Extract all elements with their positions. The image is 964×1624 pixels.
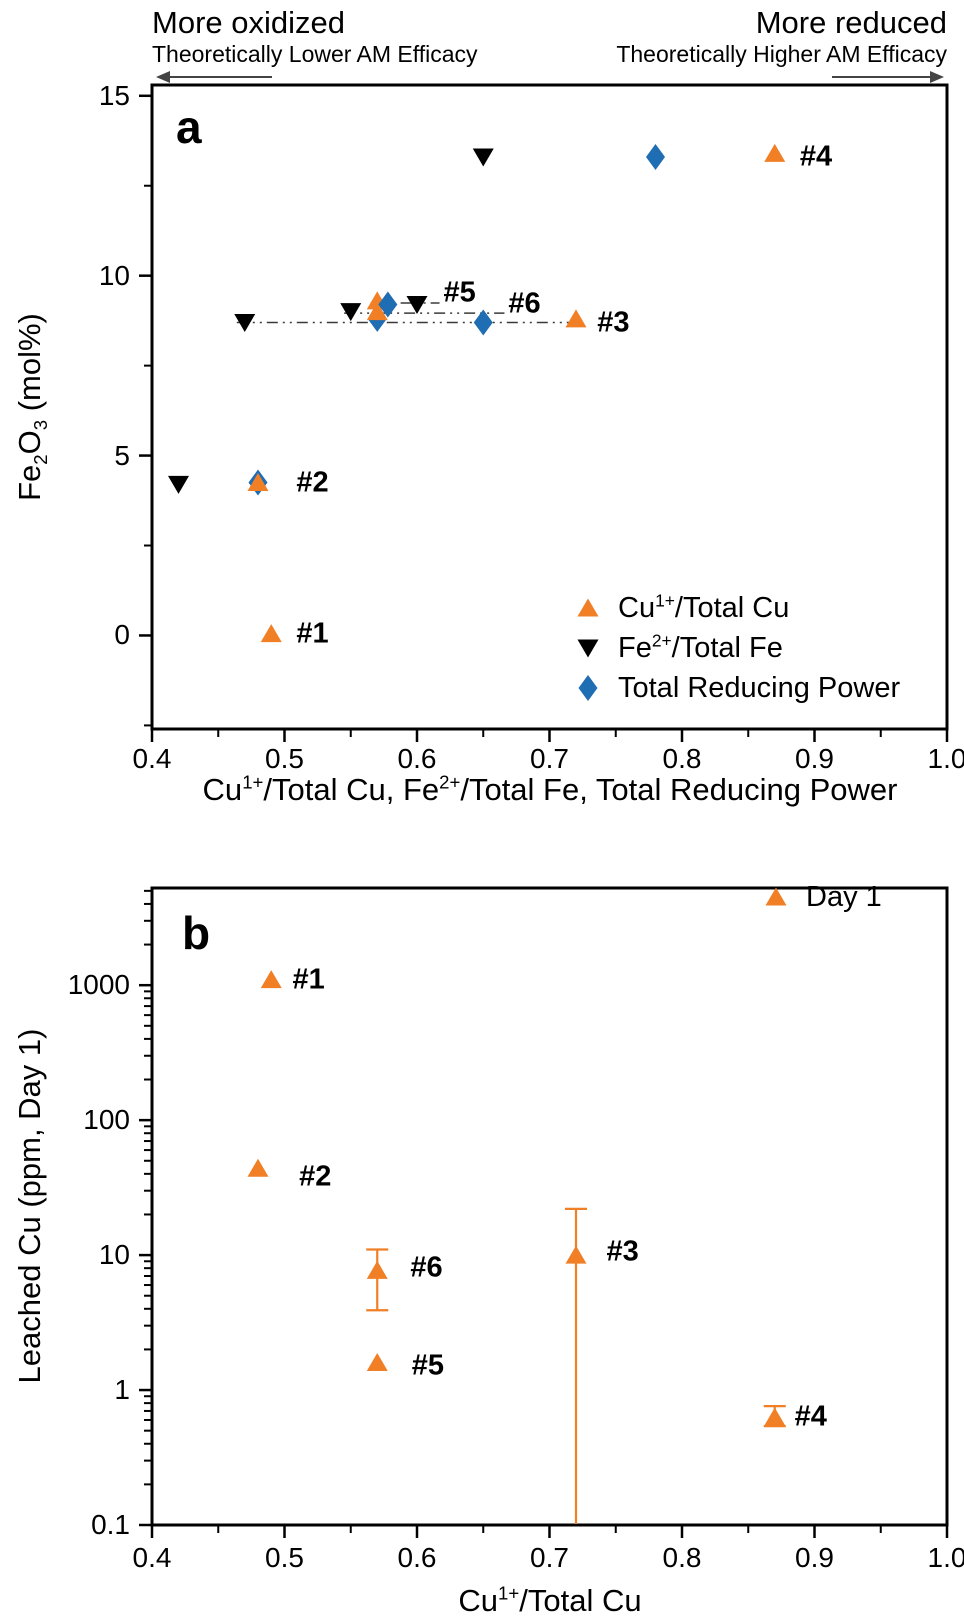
panel-a-x-ticks — [150, 729, 949, 742]
series-diamond — [378, 143, 665, 336]
legend-item-label: Total Reducing Power — [618, 671, 901, 704]
legend-item: Total Reducing Power — [570, 668, 900, 708]
series-triangle-up — [247, 143, 786, 643]
panel-a-x-tick-label: 0.5 — [265, 743, 304, 774]
panel-b-x-ticks — [150, 1525, 949, 1538]
panel-a-x-tick-label: 0.6 — [397, 743, 437, 774]
point-label-b-2: #2 — [299, 1160, 332, 1193]
point-label-b-5: #5 — [411, 1349, 444, 1382]
panel-b-x-axis-title: Cu1+/Total Cu — [458, 1582, 642, 1618]
marker-triangle-down — [406, 295, 428, 314]
panel-a-y-ticks — [139, 94, 152, 727]
marker-diamond — [473, 309, 493, 336]
panel-a-y-tick-label: 0 — [114, 619, 130, 651]
legend-item-label: Cu1+/Total Cu — [618, 589, 790, 624]
marker-triangle-up — [764, 1407, 786, 1426]
point-label-a-1: #1 — [296, 617, 329, 650]
panel-a-y-axis-title: Fe2O3 (mol%) — [12, 313, 52, 501]
panel-a-x-tick-label: 0.8 — [662, 743, 702, 774]
marker-triangle-down — [472, 148, 494, 167]
point-label-a-2: #2 — [296, 466, 329, 499]
marker-diamond — [378, 291, 398, 318]
marker-triangle-down — [234, 313, 256, 332]
panel-b-x-tick-label: 0.6 — [397, 1542, 437, 1573]
point-label-a-4: #4 — [799, 140, 833, 173]
panel-a-y-tick-label: 15 — [98, 79, 130, 111]
panel-b-label: b — [182, 907, 211, 959]
series-triangle-down — [168, 148, 494, 494]
error-bar-#6 — [366, 1248, 389, 1312]
point-label-b-3: #3 — [606, 1235, 639, 1268]
panel-a-legend: Cu1+/Total Cu Fe2+/Total Fe Total Reducing… — [570, 588, 900, 708]
marker-triangle-up — [247, 1158, 269, 1177]
panel-b-x-tick-label: 0.5 — [265, 1542, 304, 1573]
panel-b-y-tick-label: 1 — [114, 1374, 130, 1406]
marker-triangle-up — [366, 1353, 388, 1372]
panel-b-x-tick-label: 0.7 — [530, 1542, 569, 1573]
panel-b-y-axis-title: Leached Cu (ppm, Day 1) — [12, 1028, 47, 1384]
panel-b-x-tick-label: 0.8 — [662, 1542, 702, 1573]
annotation-more-oxidized: More oxidized — [152, 5, 345, 40]
series-triangle-up — [247, 970, 786, 1426]
panel-b-legend: Day 1 — [758, 877, 882, 917]
panel-b — [139, 886, 949, 1538]
point-label-a-6: #6 — [508, 287, 541, 320]
panel-a-x-tick-label: 0.4 — [132, 743, 172, 774]
marker-triangle-up — [260, 970, 282, 989]
panel-a-y-tick-label: 10 — [98, 259, 130, 291]
marker-triangle-up — [764, 143, 786, 162]
point-label-a-5: #5 — [443, 276, 476, 309]
panel-a-x-tick-label: 0.9 — [795, 743, 834, 774]
marker-diamond — [646, 143, 665, 170]
point-label-b-4: #4 — [794, 1400, 827, 1433]
legend-marker-triangle-up-icon — [577, 598, 599, 617]
panel-b-y-tick-label: 100 — [83, 1104, 130, 1136]
marker-triangle-up — [565, 309, 587, 328]
panel-b-y-tick-label: 10 — [98, 1239, 130, 1271]
point-label-a-3: #3 — [597, 306, 630, 339]
panel-b-y-tick-label: 1000 — [67, 969, 130, 1001]
panel-a — [139, 83, 949, 742]
panel-a-x-tick-label: 1.0 — [927, 743, 964, 774]
legend-item: Fe2+/Total Fe — [570, 628, 900, 668]
annotation-higher-efficacy: Theoretically Higher AM Efficacy — [616, 41, 947, 67]
panel-a-x-axis-title: Cu1+/Total Cu, Fe2+/Total Fe, Total Redu… — [202, 771, 898, 807]
marker-triangle-up — [565, 1245, 587, 1264]
marker-triangle-up — [366, 302, 388, 321]
panel-b-x-tick-label: 0.4 — [132, 1542, 172, 1573]
annotation-more-reduced: More reduced — [755, 5, 947, 40]
legend-marker-triangle-up-icon — [765, 887, 787, 906]
panel-b-y-ticks — [139, 889, 152, 1527]
header-arrows — [156, 71, 944, 83]
panel-b-y-tick-label: 0.1 — [91, 1509, 130, 1540]
panel-a-y-tick-label: 5 — [114, 439, 130, 471]
point-label-b-6: #6 — [410, 1251, 443, 1284]
legend-item: Day 1 — [758, 877, 882, 917]
legend-item-label: Fe2+/Total Fe — [618, 629, 783, 664]
marker-triangle-up — [366, 1260, 388, 1279]
marker-triangle-down — [168, 475, 189, 494]
marker-triangle-down — [340, 303, 362, 322]
point-label-b-1: #1 — [292, 963, 325, 996]
panel-a-x-tick-label: 0.7 — [530, 743, 569, 774]
arrow-right-icon-head — [930, 71, 944, 83]
legend-item-label: Day 1 — [806, 880, 882, 913]
marker-triangle-up — [260, 624, 282, 643]
arrow-left-icon-head — [156, 71, 170, 83]
panel-a-label: a — [176, 101, 202, 153]
legend-item: Cu1+/Total Cu — [570, 588, 900, 628]
legend-marker-triangle-down-icon — [577, 639, 599, 658]
annotation-lower-efficacy: Theoretically Lower AM Efficacy — [152, 41, 478, 67]
panel-b-x-tick-label: 0.9 — [795, 1542, 834, 1573]
marker-triangle-up — [247, 473, 269, 492]
legend-marker-diamond-icon — [578, 675, 598, 701]
panel-b-x-tick-label: 1.0 — [927, 1542, 964, 1573]
